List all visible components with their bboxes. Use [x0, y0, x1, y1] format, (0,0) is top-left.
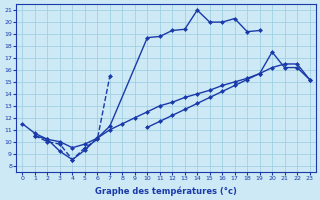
X-axis label: Graphe des températures (°c): Graphe des températures (°c) — [95, 186, 237, 196]
